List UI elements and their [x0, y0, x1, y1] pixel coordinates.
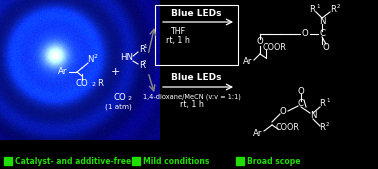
- Text: O: O: [297, 87, 304, 95]
- Text: 1: 1: [143, 44, 147, 50]
- Text: Blue LEDs: Blue LEDs: [171, 8, 221, 18]
- Text: Catalyst- and additive-free: Catalyst- and additive-free: [15, 156, 131, 165]
- Text: R: R: [139, 45, 145, 54]
- Text: COOR: COOR: [262, 42, 286, 52]
- Text: HN: HN: [121, 54, 133, 63]
- Text: rt, 1 h: rt, 1 h: [166, 37, 190, 45]
- Text: Ar: Ar: [58, 67, 68, 77]
- Text: R: R: [97, 79, 103, 89]
- Text: O: O: [323, 42, 329, 52]
- Bar: [155, 5, 238, 65]
- Text: N: N: [310, 112, 316, 120]
- Text: 1: 1: [326, 99, 330, 103]
- Text: COOR: COOR: [275, 123, 299, 131]
- Text: Blue LEDs: Blue LEDs: [171, 74, 221, 82]
- Text: R: R: [319, 123, 325, 131]
- Text: THF: THF: [170, 28, 186, 37]
- Text: CO: CO: [76, 79, 88, 89]
- Text: C: C: [319, 30, 325, 39]
- Text: 2: 2: [94, 54, 98, 58]
- Bar: [4, 157, 12, 165]
- Text: O: O: [257, 38, 263, 46]
- Text: N: N: [319, 17, 325, 26]
- Text: 1: 1: [316, 4, 319, 8]
- Text: Broad scope: Broad scope: [247, 156, 301, 165]
- Text: Ar: Ar: [243, 57, 253, 66]
- Text: 1,4-dioxane/MeCN (v:v = 1:1): 1,4-dioxane/MeCN (v:v = 1:1): [143, 94, 241, 100]
- Text: Mild conditions: Mild conditions: [143, 156, 209, 165]
- Text: R: R: [330, 6, 336, 15]
- Text: (1 atm): (1 atm): [105, 104, 132, 110]
- Text: C: C: [298, 100, 304, 108]
- Bar: [236, 157, 244, 165]
- Text: 2: 2: [92, 81, 96, 87]
- Text: R: R: [139, 62, 145, 70]
- Text: rt, 1 h: rt, 1 h: [180, 101, 204, 110]
- Text: CO: CO: [114, 93, 126, 103]
- Bar: [132, 157, 140, 165]
- Text: 2: 2: [128, 95, 132, 101]
- Text: 2: 2: [143, 61, 147, 66]
- Text: O: O: [302, 30, 308, 39]
- Text: 2: 2: [326, 122, 330, 127]
- Text: 2: 2: [337, 5, 341, 9]
- Text: R: R: [319, 100, 325, 108]
- Text: O: O: [280, 106, 287, 115]
- Text: N: N: [87, 55, 93, 65]
- Text: +: +: [110, 67, 120, 77]
- Text: Ar: Ar: [253, 128, 263, 138]
- Text: R: R: [309, 5, 315, 14]
